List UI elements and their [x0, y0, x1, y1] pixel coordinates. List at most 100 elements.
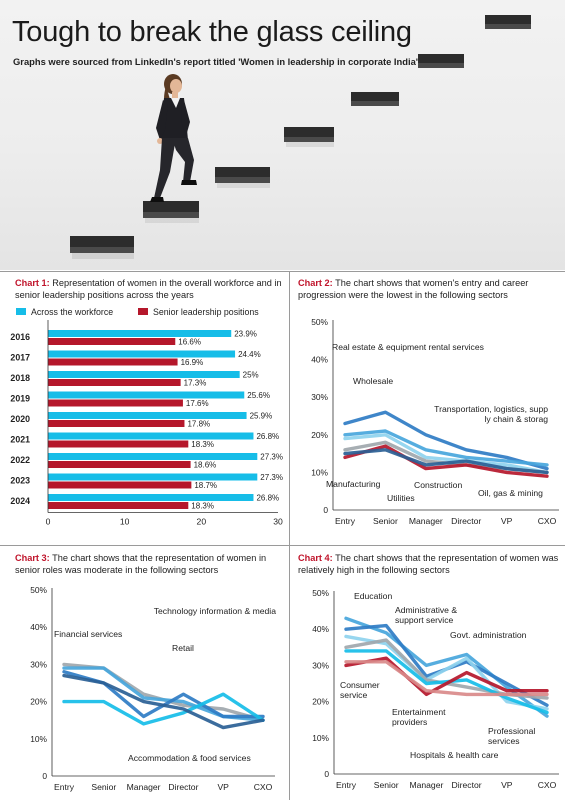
bar-senior	[48, 399, 183, 407]
annotation-label: Accommodation & food services	[128, 753, 251, 763]
bar-value-label: 24.4%	[238, 350, 261, 359]
series-line-0	[343, 410, 549, 471]
bar-senior	[48, 338, 176, 345]
y-tick-label: 0	[324, 769, 329, 779]
bar-value-label: 25.9%	[250, 412, 273, 421]
legend-label-1: Senior leadership positions	[153, 307, 259, 317]
series-line-5	[343, 448, 549, 475]
divider-top	[0, 271, 565, 272]
x-tick-label: Senior	[374, 780, 399, 790]
chart2-title: Chart 2: The chart shows that women's en…	[298, 278, 560, 301]
y-tick-label: 20%	[312, 697, 329, 707]
x-tick-label: Senior	[373, 516, 398, 526]
chart3-line-chart: 0 10% 20% 30% 40% 50% Entry Senior Manager Direct…	[30, 585, 277, 792]
series-line-5	[344, 656, 549, 697]
bar-value-label: 27.3%	[260, 473, 283, 482]
x-tick-label: 30	[273, 517, 283, 527]
annotation-label: Oil, gas & mining	[478, 488, 543, 498]
bar-value-label: 25.6%	[247, 391, 270, 400]
chart1-title: Chart 1: Representation of women in the …	[15, 278, 283, 301]
chart3-title: Chart 3: The chart shows that the repres…	[15, 553, 283, 576]
annotation-label: Administrative & support service	[395, 605, 457, 625]
bar-value-label: 16.9%	[181, 358, 204, 367]
legend-swatch-0	[16, 308, 26, 315]
chart4-line-chart: 0 10% 20% 30% 40% 50% Entry Senior Manager Direct…	[312, 588, 559, 790]
hero-banner: Tough to break the glass ceiling Graphs …	[0, 0, 565, 270]
bar-value-label: 27.3%	[260, 453, 283, 462]
y-tick-label: 50%	[312, 588, 329, 598]
y-tick-label: 40%	[30, 622, 47, 632]
annotation-label: Real estate & equipment rental services	[332, 342, 484, 352]
series-line-2	[62, 670, 265, 719]
bar-value-label: 17.6%	[186, 399, 209, 408]
year-label: 2023	[10, 476, 30, 486]
x-tick-label: CXO	[254, 782, 273, 792]
bar-value-label: 26.8%	[256, 432, 279, 441]
y-tick-label: 30%	[311, 392, 328, 402]
annotation-label: Financial services	[54, 629, 122, 639]
x-tick-label: 0	[46, 517, 51, 527]
y-tick-label: 40%	[311, 355, 328, 365]
bar-workforce	[48, 371, 240, 378]
bar-value-label: 17.8%	[187, 420, 210, 429]
chart2-line-chart: 0 10% 20% 30% 40% 50% Entry Senior Manager Direct…	[311, 317, 559, 526]
y-tick-label: 10%	[312, 733, 329, 743]
series-line-0	[62, 662, 265, 722]
legend-label-0: Across the workforce	[31, 307, 113, 317]
x-tick-label: VP	[217, 782, 229, 792]
bar-workforce	[48, 473, 258, 481]
chart3-label: Chart 3:	[15, 553, 50, 563]
bar-workforce	[48, 350, 236, 358]
x-tick-label: Entry	[336, 780, 357, 790]
bar-workforce	[48, 391, 245, 399]
legend-swatch-1	[138, 308, 148, 315]
series-line-2	[344, 634, 549, 711]
x-tick-label: CXO	[538, 516, 557, 526]
stair-steps	[70, 15, 531, 259]
x-tick-label: Manager	[409, 516, 443, 526]
chart1-label: Chart 1:	[15, 278, 50, 288]
annotation-label: Wholesale	[353, 376, 393, 386]
bar-value-label: 26.8%	[256, 494, 279, 503]
annotation-label: Consumer service	[340, 680, 380, 700]
x-tick-label: Director	[451, 516, 481, 526]
year-label: 2016	[10, 332, 30, 342]
chart4-title: Chart 4: The chart shows that the repres…	[298, 553, 560, 576]
y-tick-label: 30%	[312, 660, 329, 670]
y-tick-label: 20%	[311, 430, 328, 440]
bar-workforce	[48, 330, 232, 337]
x-tick-label: Director	[168, 782, 198, 792]
bar-workforce	[48, 453, 258, 460]
x-tick-label: 20	[197, 517, 207, 527]
year-label: 2017	[10, 353, 30, 363]
bar-value-label: 16.6%	[178, 338, 201, 347]
series-line-4	[62, 673, 265, 730]
annotation-label: Education	[354, 591, 392, 601]
y-tick-label: 20%	[30, 697, 47, 707]
x-tick-label: VP	[501, 780, 513, 790]
bar-value-label: 17.3%	[184, 379, 207, 388]
x-tick-label: Senior	[91, 782, 116, 792]
annotation-label: Transportation, logistics, supp ly chain …	[434, 404, 548, 424]
annotation-label: Technology information & media	[154, 606, 277, 616]
y-tick-label: 50%	[311, 317, 328, 327]
annotation-label: Govt. administration	[450, 630, 527, 640]
annotation-label: Professional services	[488, 726, 535, 746]
series-line-1	[343, 429, 549, 467]
annotation-label: Construction	[414, 480, 462, 490]
chart4-description: The chart shows that the representation …	[298, 553, 559, 575]
annotation-label: Manufacturing	[326, 479, 381, 489]
bar-workforce	[48, 432, 254, 440]
bar-senior	[48, 502, 189, 509]
bar-senior	[48, 440, 189, 448]
x-tick-label: VP	[501, 516, 513, 526]
year-label: 2018	[10, 373, 30, 383]
annotation-label: Retail	[172, 643, 194, 653]
bar-workforce	[48, 494, 254, 501]
x-tick-label: Entry	[335, 516, 356, 526]
year-label: 2021	[10, 435, 30, 445]
series-line-2	[343, 433, 549, 475]
bar-value-label: 18.3%	[191, 502, 214, 511]
chart1-description: Representation of women in the overall w…	[15, 278, 282, 300]
y-tick-label: 0	[42, 771, 47, 781]
